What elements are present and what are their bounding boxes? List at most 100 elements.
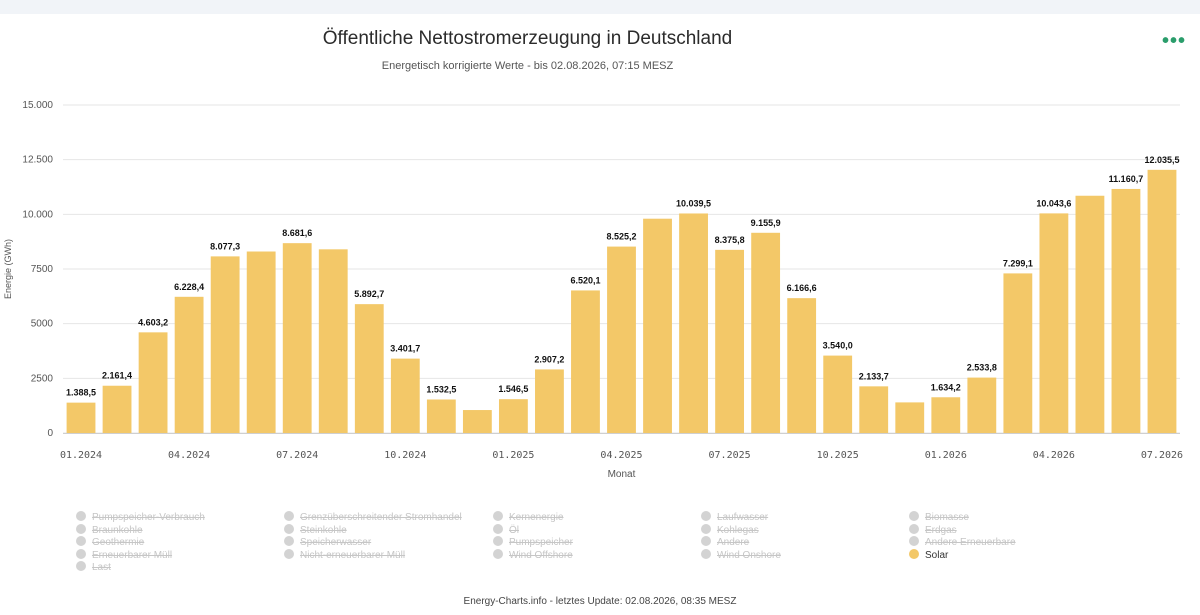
legend-item[interactable]: Biomasse [909, 511, 969, 523]
more-options-icon[interactable]: ••• [1161, 30, 1186, 52]
x-tick-label: 07.2025 [709, 450, 751, 461]
legend-label: Kohlegas [717, 524, 759, 536]
bar [210, 256, 240, 433]
legend-item[interactable]: Laufwasser [701, 511, 768, 523]
legend-label: Erneuerbarer Müll [92, 549, 173, 561]
bar [931, 397, 961, 433]
x-tick-label: 10.2024 [384, 450, 426, 461]
y-tick-label: 0 [47, 428, 53, 439]
legend-label: Steinkohle [300, 524, 347, 536]
legend-item[interactable]: Erneuerbarer Müll [76, 548, 173, 561]
bar [138, 332, 168, 433]
data-label: 7.299,1 [1003, 258, 1033, 268]
bar [823, 355, 853, 433]
y-tick-label: 2500 [31, 373, 54, 384]
bar [1003, 273, 1033, 433]
chart-title: Öffentliche Nettostromerzeugung in Deuts… [322, 28, 733, 49]
legend-marker-icon [909, 536, 919, 546]
x-axis-title: Monat [608, 469, 636, 480]
chart-subtitle: Energetisch korrigierte Werte - bis 02.0… [381, 60, 674, 72]
legend-label: Grenzüberschreitender Stromhandel [300, 512, 462, 523]
data-label: 10.043,6 [1036, 198, 1071, 208]
data-label: 1.388,5 [66, 388, 96, 398]
legend-label: Andere Erneuerbare [925, 537, 1016, 548]
legend-item[interactable]: Erdgas [909, 523, 957, 536]
data-label: 6.228,4 [174, 282, 204, 292]
x-tick-label: 04.2026 [1033, 450, 1075, 461]
y-tick-label: 5000 [31, 319, 54, 330]
data-label: 9.155,9 [751, 218, 781, 228]
legend-item[interactable]: Geothermie [76, 536, 144, 548]
data-label: 3.401,7 [390, 344, 420, 354]
bar [643, 218, 672, 433]
legend-label: Geothermie [92, 537, 145, 548]
legend-label: Nicht-erneuerbarer Müll [300, 549, 406, 561]
x-tick-label: 07.2026 [1141, 450, 1183, 461]
x-tick-label: 04.2025 [600, 450, 642, 461]
legend-marker-icon [701, 548, 711, 559]
legend-item[interactable]: Steinkohle [284, 523, 347, 536]
legend-label: Wind Onshore [717, 549, 781, 561]
data-label: 6.520,1 [570, 275, 600, 285]
legend-marker-icon [909, 548, 919, 559]
data-label: 5.892,7 [354, 289, 384, 299]
legend-item[interactable]: Braunkohle [76, 523, 143, 536]
legend-item[interactable]: Wind Offshore [493, 548, 573, 561]
legend-label: Pumpspeicher-Verbrauch [92, 512, 205, 523]
legend-item[interactable]: Kernenergie [493, 511, 563, 523]
legend-item[interactable]: Speicherwasser [284, 536, 371, 548]
legend-marker-icon [909, 511, 919, 521]
legend-label: Biomasse [925, 512, 969, 523]
bar [751, 232, 781, 433]
bar [66, 402, 96, 433]
legend-item[interactable]: Solar [909, 548, 949, 561]
top-bar [0, 0, 1200, 14]
legend-item[interactable]: Andere Erneuerbare [909, 536, 1016, 548]
x-tick-label: 07.2024 [276, 450, 318, 461]
legend-marker-icon [76, 561, 86, 571]
legend-label: Last [92, 562, 111, 573]
x-tick-label: 10.2025 [817, 450, 859, 461]
bar-chart: 0 2500 5000 7500 10.000 12.500 15.000 1.388,5 2.… [3, 100, 1183, 480]
legend-item[interactable]: Andere [701, 536, 749, 548]
legend-marker-icon [76, 536, 86, 546]
legend-marker-icon [909, 523, 919, 534]
legend-item[interactable]: Kohlegas [701, 523, 759, 536]
bar [1147, 169, 1177, 433]
legend-label: Speicherwasser [300, 537, 372, 548]
data-label: 8.525,2 [606, 232, 636, 242]
x-tick-label: 01.2025 [492, 450, 534, 461]
data-label: 8.375,8 [715, 235, 745, 245]
y-tick-label: 12.500 [22, 155, 53, 166]
bar [1111, 188, 1141, 433]
legend-item[interactable]: Wind Onshore [701, 548, 781, 561]
legend-marker-icon [284, 536, 294, 546]
bar [859, 386, 889, 433]
legend-label: Kernenergie [509, 512, 564, 523]
legend-item[interactable]: Last [76, 561, 111, 573]
legend-marker-icon [493, 536, 503, 546]
bar [282, 243, 312, 433]
legend-marker-icon [284, 511, 294, 521]
legend-marker-icon [493, 511, 503, 521]
legend-item[interactable]: Nicht-erneuerbarer Müll [284, 548, 406, 561]
data-label: 11.160,7 [1109, 174, 1144, 184]
data-label: 12.035,5 [1144, 155, 1179, 165]
legend-item[interactable]: Pumpspeicher [493, 536, 573, 548]
bar [715, 249, 745, 433]
legend-item[interactable]: Grenzüberschreitender Stromhandel [284, 511, 462, 523]
legend-item[interactable]: Pumpspeicher-Verbrauch [76, 511, 205, 523]
bar [535, 369, 564, 433]
y-axis-title: Energie (GWh) [3, 239, 13, 299]
legend-label: Öl [509, 524, 519, 536]
legend-marker-icon [701, 511, 711, 521]
bar [102, 385, 132, 433]
data-label: 3.540,0 [823, 341, 853, 351]
legend-marker-icon [284, 523, 294, 534]
footer-credit: Energy-Charts.info - letztes Update: 02.… [463, 596, 737, 607]
bar [354, 304, 384, 433]
x-tick-label: 01.2024 [60, 450, 102, 461]
data-label: 8.077,3 [210, 241, 240, 251]
legend-label: Solar [925, 549, 949, 561]
legend-item[interactable]: Öl [493, 523, 519, 536]
